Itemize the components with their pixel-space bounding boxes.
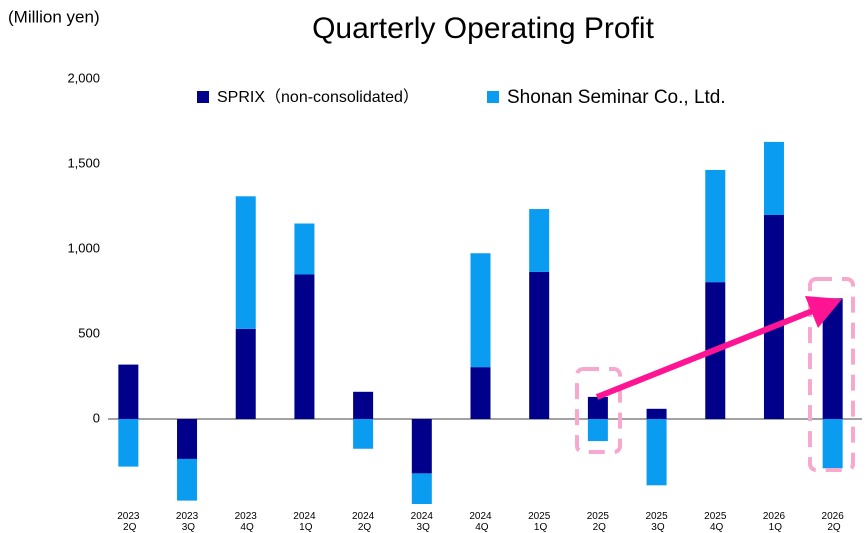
legend: SPRIX（non-consolidated） Shonan Seminar Co…	[197, 87, 726, 108]
y-tick-label: 2,000	[67, 70, 100, 85]
x-tick-label: 2024 3Q	[411, 511, 434, 533]
legend-swatch	[197, 91, 209, 103]
bar-segment	[235, 328, 256, 419]
x-tick-label: 2026 2Q	[822, 511, 845, 533]
y-tick-label: 0	[93, 410, 100, 425]
bar-segment	[763, 215, 784, 419]
x-tick-label: 2025 3Q	[645, 511, 668, 533]
bar-segment	[411, 419, 432, 474]
x-tick-label: 2024 1Q	[293, 511, 316, 533]
bar-segment	[822, 298, 843, 419]
chart-title: Quarterly Operating Profit	[312, 12, 654, 45]
bar-segment	[470, 253, 491, 368]
y-tick-label: 500	[78, 325, 100, 340]
bar-segment	[822, 419, 843, 469]
x-tick-label: 2024 2Q	[352, 511, 375, 533]
bar-segment	[118, 364, 139, 419]
bar-segment	[235, 196, 256, 329]
y-axis-label: (Million yen)	[8, 7, 100, 26]
bar-segment	[294, 274, 315, 419]
y-tick-label: 1,000	[67, 240, 100, 255]
highlight-box	[808, 277, 855, 472]
x-tick-label: 2025 1Q	[528, 511, 551, 533]
bar-segment	[705, 169, 726, 283]
bar-segment	[646, 408, 667, 419]
trend-arrow	[595, 307, 817, 400]
highlight-box	[575, 367, 622, 454]
x-tick-label: 2025 2Q	[587, 511, 610, 533]
x-tick-label: 2025 4Q	[704, 511, 727, 533]
legend-label: SPRIX（non-consolidated）	[217, 88, 419, 106]
bar-segment	[294, 223, 315, 275]
x-tick-label: 2023 4Q	[235, 511, 258, 533]
x-tick-label: 2023 2Q	[117, 511, 140, 533]
bar-segment	[529, 271, 550, 419]
x-tick-label: 2023 3Q	[176, 511, 199, 533]
bar-segment	[763, 141, 784, 215]
bar-segment	[411, 473, 432, 504]
bar-segment	[353, 391, 374, 419]
bar-segment	[646, 419, 667, 486]
bar-segment	[587, 419, 608, 442]
bar-segment	[177, 419, 198, 459]
bar-segment	[118, 419, 139, 467]
legend-label: Shonan Seminar Co., Ltd.	[507, 87, 726, 108]
legend-swatch	[487, 91, 499, 103]
x-tick-label: 2024 4Q	[469, 511, 492, 533]
x-tick-label: 2026 1Q	[763, 511, 786, 533]
arrow-head	[805, 296, 842, 328]
bar-segment	[177, 458, 198, 501]
bar-segment	[353, 419, 374, 449]
bar-segment	[470, 367, 491, 419]
y-tick-label: 1,500	[67, 155, 100, 170]
bar-segment	[587, 396, 608, 419]
bar-segment	[529, 209, 550, 272]
